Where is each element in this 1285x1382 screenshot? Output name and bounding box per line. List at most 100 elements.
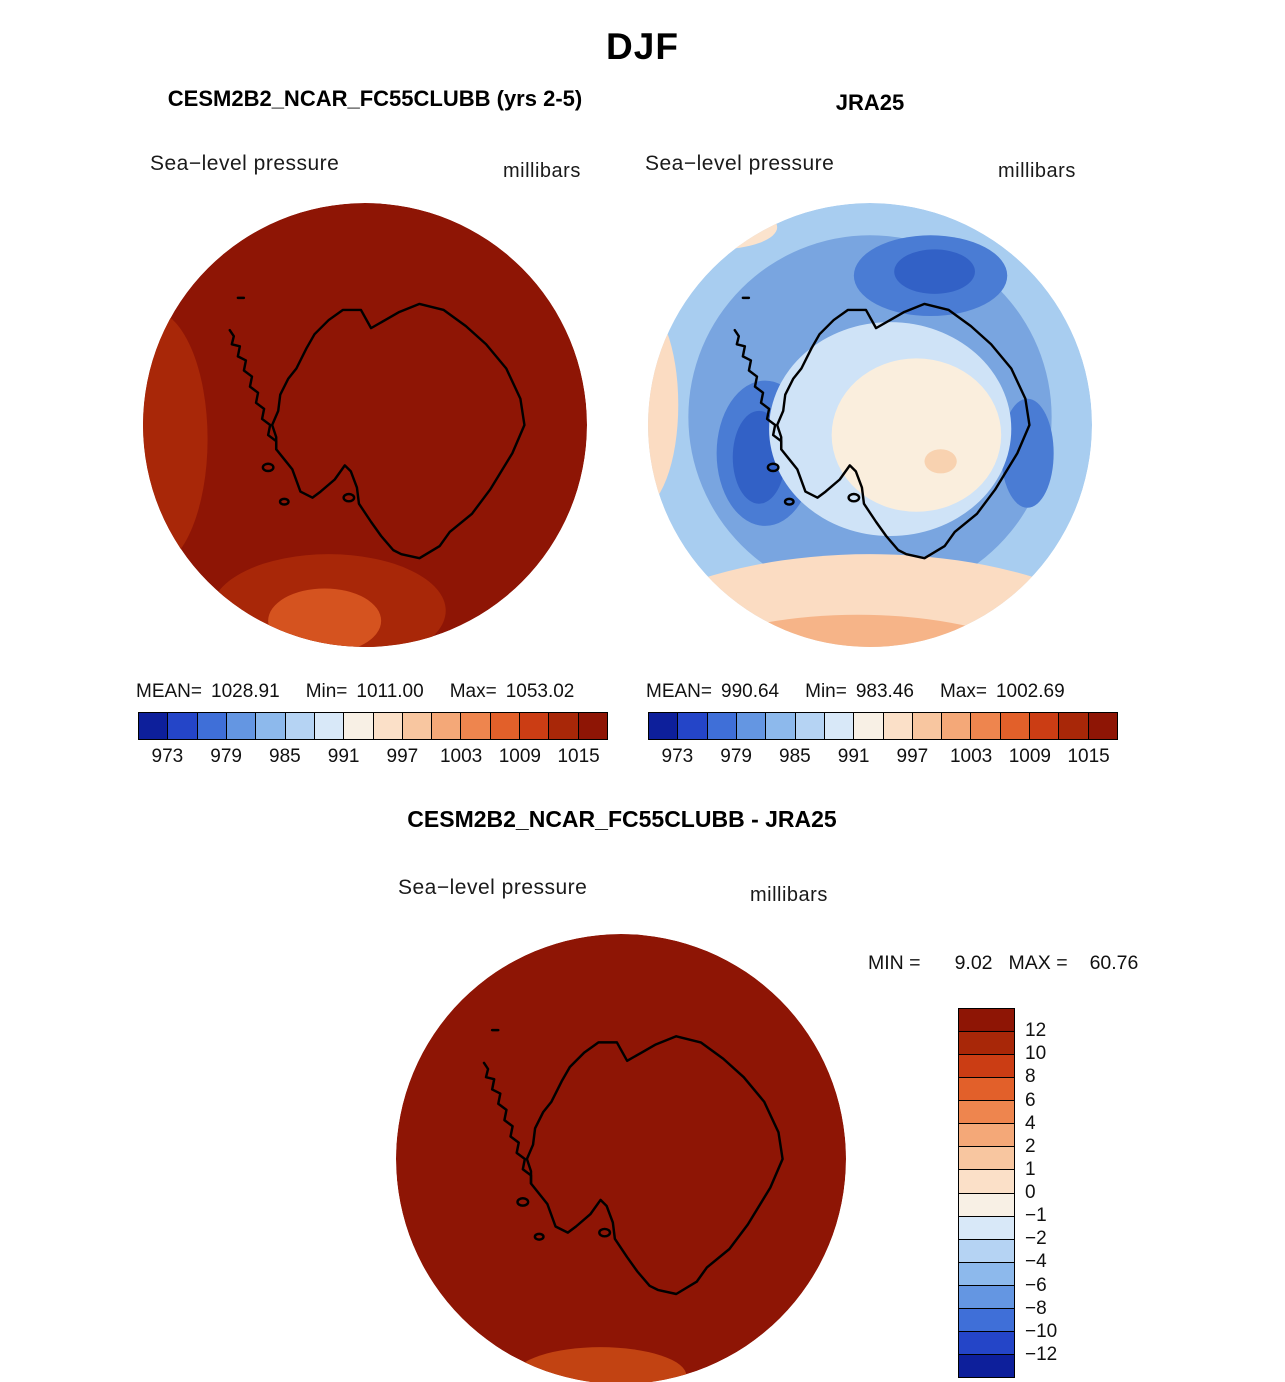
colorbar-cell: [942, 713, 972, 739]
colorbar-cell: [707, 713, 737, 739]
difference-units-label: millibars: [750, 884, 828, 906]
colorbar-tick-label: 997: [896, 746, 929, 767]
colorbar-tick-label: 997: [386, 746, 419, 767]
reference-stats: MEAN= 990.64 Min= 983.46 Max= 1002.69: [646, 681, 1065, 703]
colorbar-cell: [226, 713, 257, 739]
colorbar-tick-label: 2: [1025, 1135, 1036, 1157]
colorbar-cell: [402, 713, 433, 739]
colorbar-cell: [959, 1009, 1014, 1033]
colorbar-cell: [959, 1354, 1014, 1377]
colorbar-tick-label: 979: [210, 746, 242, 767]
max-value: 1002.69: [995, 681, 1065, 702]
colorbar-cell: [959, 1101, 1014, 1125]
difference-colorbar-ticks: 12 10 8 6 4 2 1 0 −1 −2 −4 −6 −8 −10 −12: [1025, 1008, 1095, 1378]
colorbar-tick-label: 1003: [949, 746, 993, 767]
difference-map: [396, 934, 846, 1382]
model-map-high-pressure-field: [143, 203, 587, 647]
min-value: 9.02: [954, 952, 993, 974]
colorbar-cell: [373, 713, 403, 739]
colorbar-tick-label: 1009: [1008, 746, 1052, 767]
interior-peach-spot: [924, 449, 957, 474]
min-label: MIN =: [868, 952, 921, 974]
mean-value: 1028.91: [211, 681, 280, 702]
colorbar-tick-label: −6: [1025, 1274, 1047, 1296]
model-map: [143, 203, 587, 647]
colorbar-tick-label: 991: [837, 746, 870, 767]
model-field-label: Sea−level pressure: [150, 152, 340, 175]
difference-map-south-patch: [514, 1347, 687, 1382]
min-label: Min=: [805, 681, 847, 702]
reference-colorbar: [648, 712, 1118, 740]
mean-label: MEAN=: [646, 681, 712, 702]
colorbar-cell: [959, 1055, 1014, 1079]
model-colorbar: [138, 712, 608, 740]
colorbar-cell: [959, 1124, 1014, 1148]
max-label: Max=: [939, 681, 987, 702]
colorbar-tick-label: 985: [269, 746, 301, 767]
min-value: 983.46: [855, 681, 914, 702]
difference-panel-title: CESM2B2_NCAR_FC55CLUBB - JRA25: [407, 806, 837, 832]
model-units-label: millibars: [503, 160, 581, 182]
colorbar-tick-label: −8: [1025, 1297, 1047, 1319]
colorbar-cell: [912, 713, 943, 739]
colorbar-cell: [1059, 713, 1089, 739]
rim-south-orange-band: [648, 614, 1092, 647]
colorbar-tick-label: 985: [779, 746, 811, 767]
page-title: DJF: [606, 26, 679, 67]
difference-field-label: Sea−level pressure: [398, 876, 588, 899]
colorbar-cell: [139, 713, 169, 739]
colorbar-tick-label: −10: [1025, 1320, 1058, 1342]
colorbar-tick-label: 8: [1025, 1066, 1036, 1088]
model-map-west-rim-region: [143, 309, 208, 569]
model-panel-title: CESM2B2_NCAR_FC55CLUBB (yrs 2-5): [167, 86, 583, 111]
colorbar-tick-label: 10: [1025, 1043, 1047, 1065]
colorbar-tick-label: 973: [661, 746, 694, 767]
colorbar-cell: [344, 713, 374, 739]
model-stats: MEAN= 1028.91 Min= 1011.00 Max= 1053.02: [136, 681, 574, 703]
colorbar-cell: [959, 1262, 1014, 1286]
reference-field-label: Sea−level pressure: [645, 152, 835, 175]
colorbar-cell: [959, 1308, 1014, 1332]
colorbar-cell: [461, 713, 491, 739]
colorbar-cell: [678, 713, 708, 739]
reference-colorbar-ticks: 973 979 985 991 997 1003 1009 1015: [648, 746, 1118, 770]
colorbar-cell: [1000, 713, 1031, 739]
colorbar-cell: [959, 1170, 1014, 1194]
colorbar-cell: [824, 713, 855, 739]
max-label: Max=: [449, 681, 497, 702]
colorbar-cell: [959, 1216, 1014, 1240]
colorbar-cell: [578, 713, 607, 739]
colorbar-cell: [549, 713, 579, 739]
colorbar-tick-label: 1015: [1067, 746, 1110, 767]
min-value: 1011.00: [356, 681, 424, 702]
model-colorbar-ticks: 973 979 985 991 997 1003 1009 1015: [138, 746, 608, 770]
colorbar-cell: [197, 713, 227, 739]
colorbar-cell: [256, 713, 286, 739]
colorbar-cell: [959, 1193, 1014, 1217]
colorbar-tick-label: 1: [1025, 1158, 1036, 1180]
colorbar-cell: [766, 713, 796, 739]
colorbar-tick-label: 1003: [439, 746, 483, 767]
colorbar-cell: [959, 1032, 1014, 1056]
colorbar-cell: [795, 713, 825, 739]
colorbar-cell: [520, 713, 550, 739]
difference-colorbar: [958, 1008, 1015, 1378]
colorbar-tick-label: 0: [1025, 1182, 1036, 1203]
difference-stats: MIN = 9.02 MAX = 60.76: [868, 952, 1138, 975]
colorbar-cell: [1030, 713, 1060, 739]
colorbar-cell: [971, 713, 1001, 739]
colorbar-cell: [490, 713, 521, 739]
interior-cream-region: [831, 358, 1002, 512]
min-label: Min=: [305, 681, 348, 702]
colorbar-cell: [432, 713, 462, 739]
colorbar-tick-label: 973: [151, 746, 184, 767]
colorbar-cell: [883, 713, 913, 739]
colorbar-tick-label: −1: [1025, 1205, 1047, 1227]
colorbar-cell: [649, 713, 679, 739]
colorbar-cell: [1088, 713, 1117, 739]
colorbar-tick-label: −2: [1025, 1228, 1047, 1250]
colorbar-cell: [959, 1331, 1014, 1355]
low-cell-north-core: [894, 249, 975, 294]
colorbar-cell: [736, 713, 767, 739]
